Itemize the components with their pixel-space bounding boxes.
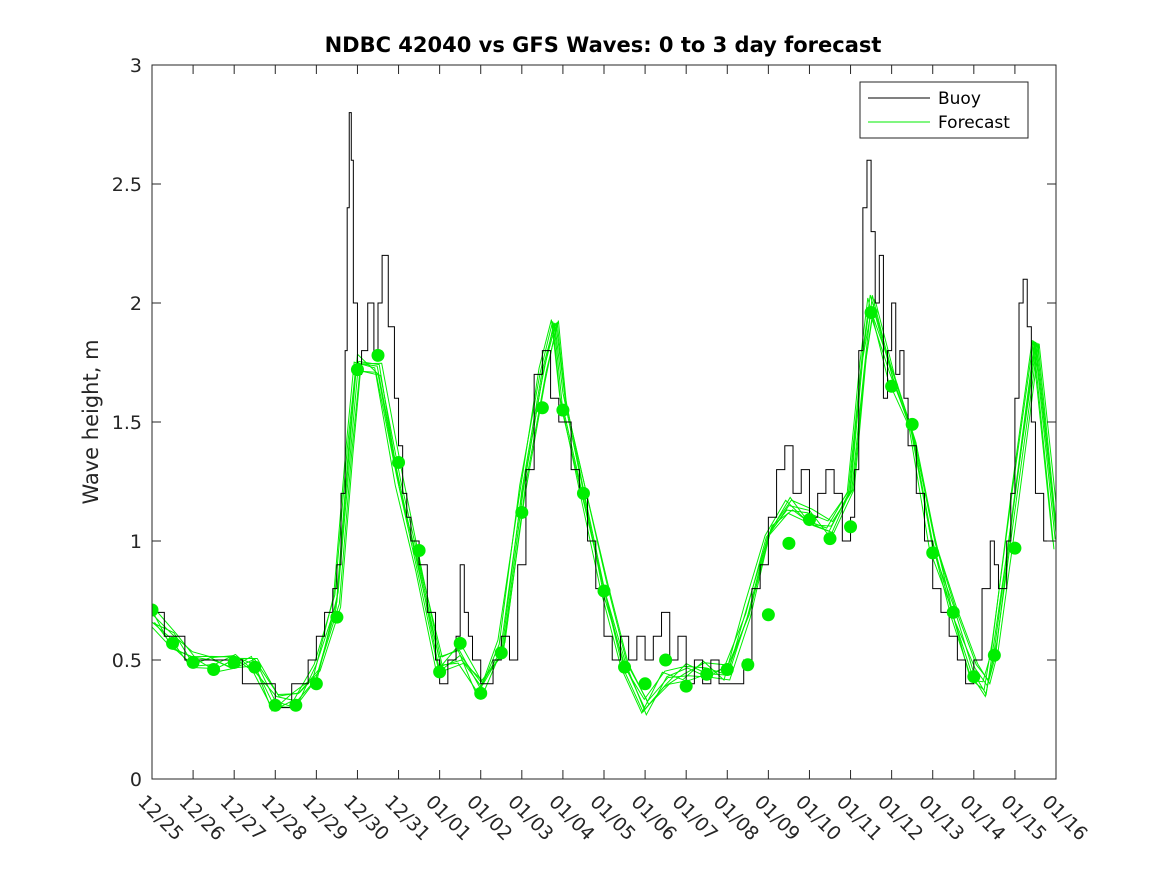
forecast-marker xyxy=(987,648,1001,662)
forecast-marker xyxy=(515,505,529,519)
forecast-marker xyxy=(371,348,385,362)
forecast-marker xyxy=(309,677,323,691)
forecast-line-6 xyxy=(154,309,1056,703)
forecast-marker xyxy=(905,417,919,431)
y-tick-label: 1.5 xyxy=(112,412,142,434)
buoy-line xyxy=(152,112,1056,709)
forecast-marker xyxy=(494,646,508,660)
y-tick-label: 0.5 xyxy=(112,650,142,672)
forecast-line-7 xyxy=(155,298,1056,706)
forecast-marker xyxy=(248,660,262,674)
forecast-marker xyxy=(659,653,673,667)
forecast-marker xyxy=(152,603,159,617)
forecast-marker xyxy=(556,403,570,417)
forecast-marker xyxy=(289,698,303,712)
forecast-marker xyxy=(802,513,816,527)
y-tick-label: 1 xyxy=(130,531,142,553)
forecast-marker xyxy=(618,660,632,674)
plot-series-group xyxy=(152,112,1056,717)
y-axis: 0 0.5 1 1.5 2 2.5 3 xyxy=(112,55,1056,791)
forecast-marker xyxy=(741,658,755,672)
forecast-marker xyxy=(186,655,200,669)
legend: Buoy Forecast xyxy=(859,81,1029,139)
chart-title: NDBC 42040 vs GFS Waves: 0 to 3 day fore… xyxy=(325,33,882,57)
forecast-marker xyxy=(535,401,549,415)
forecast-marker xyxy=(700,667,714,681)
legend-box xyxy=(859,81,1029,139)
forecast-marker xyxy=(761,608,775,622)
forecast-marker xyxy=(782,536,796,550)
forecast-marker xyxy=(330,610,344,624)
y-tick-label: 3 xyxy=(130,55,142,77)
forecast-marker xyxy=(1008,541,1022,555)
forecast-marker xyxy=(166,636,180,650)
forecast-marker xyxy=(864,306,878,320)
forecast-marker xyxy=(597,584,611,598)
forecast-marker xyxy=(412,544,426,558)
y-tick-label: 0 xyxy=(130,769,142,791)
forecast-marker xyxy=(885,379,899,393)
legend-buoy-label: Buoy xyxy=(938,89,981,109)
forecast-marker xyxy=(350,363,364,377)
forecast-marker xyxy=(844,520,858,534)
forecast-marker xyxy=(679,679,693,693)
forecast-marker xyxy=(946,605,960,619)
forecast-marker xyxy=(926,546,940,560)
legend-forecast-label: Forecast xyxy=(938,113,1010,133)
forecast-marker xyxy=(474,686,488,700)
forecast-marker xyxy=(433,665,447,679)
forecast-marker xyxy=(576,486,590,500)
forecast-marker xyxy=(207,663,221,677)
forecast-marker xyxy=(227,655,241,669)
forecast-marker xyxy=(967,670,981,684)
y-tick-label: 2 xyxy=(130,293,142,315)
forecast-marker xyxy=(392,455,406,469)
forecast-marker xyxy=(453,636,467,650)
forecast-marker xyxy=(720,663,734,677)
forecast-marker xyxy=(268,698,282,712)
forecast-marker xyxy=(823,532,837,546)
y-axis-label: Wave height, m xyxy=(79,339,103,504)
forecast-marker xyxy=(638,677,652,691)
y-tick-label: 2.5 xyxy=(112,174,142,196)
